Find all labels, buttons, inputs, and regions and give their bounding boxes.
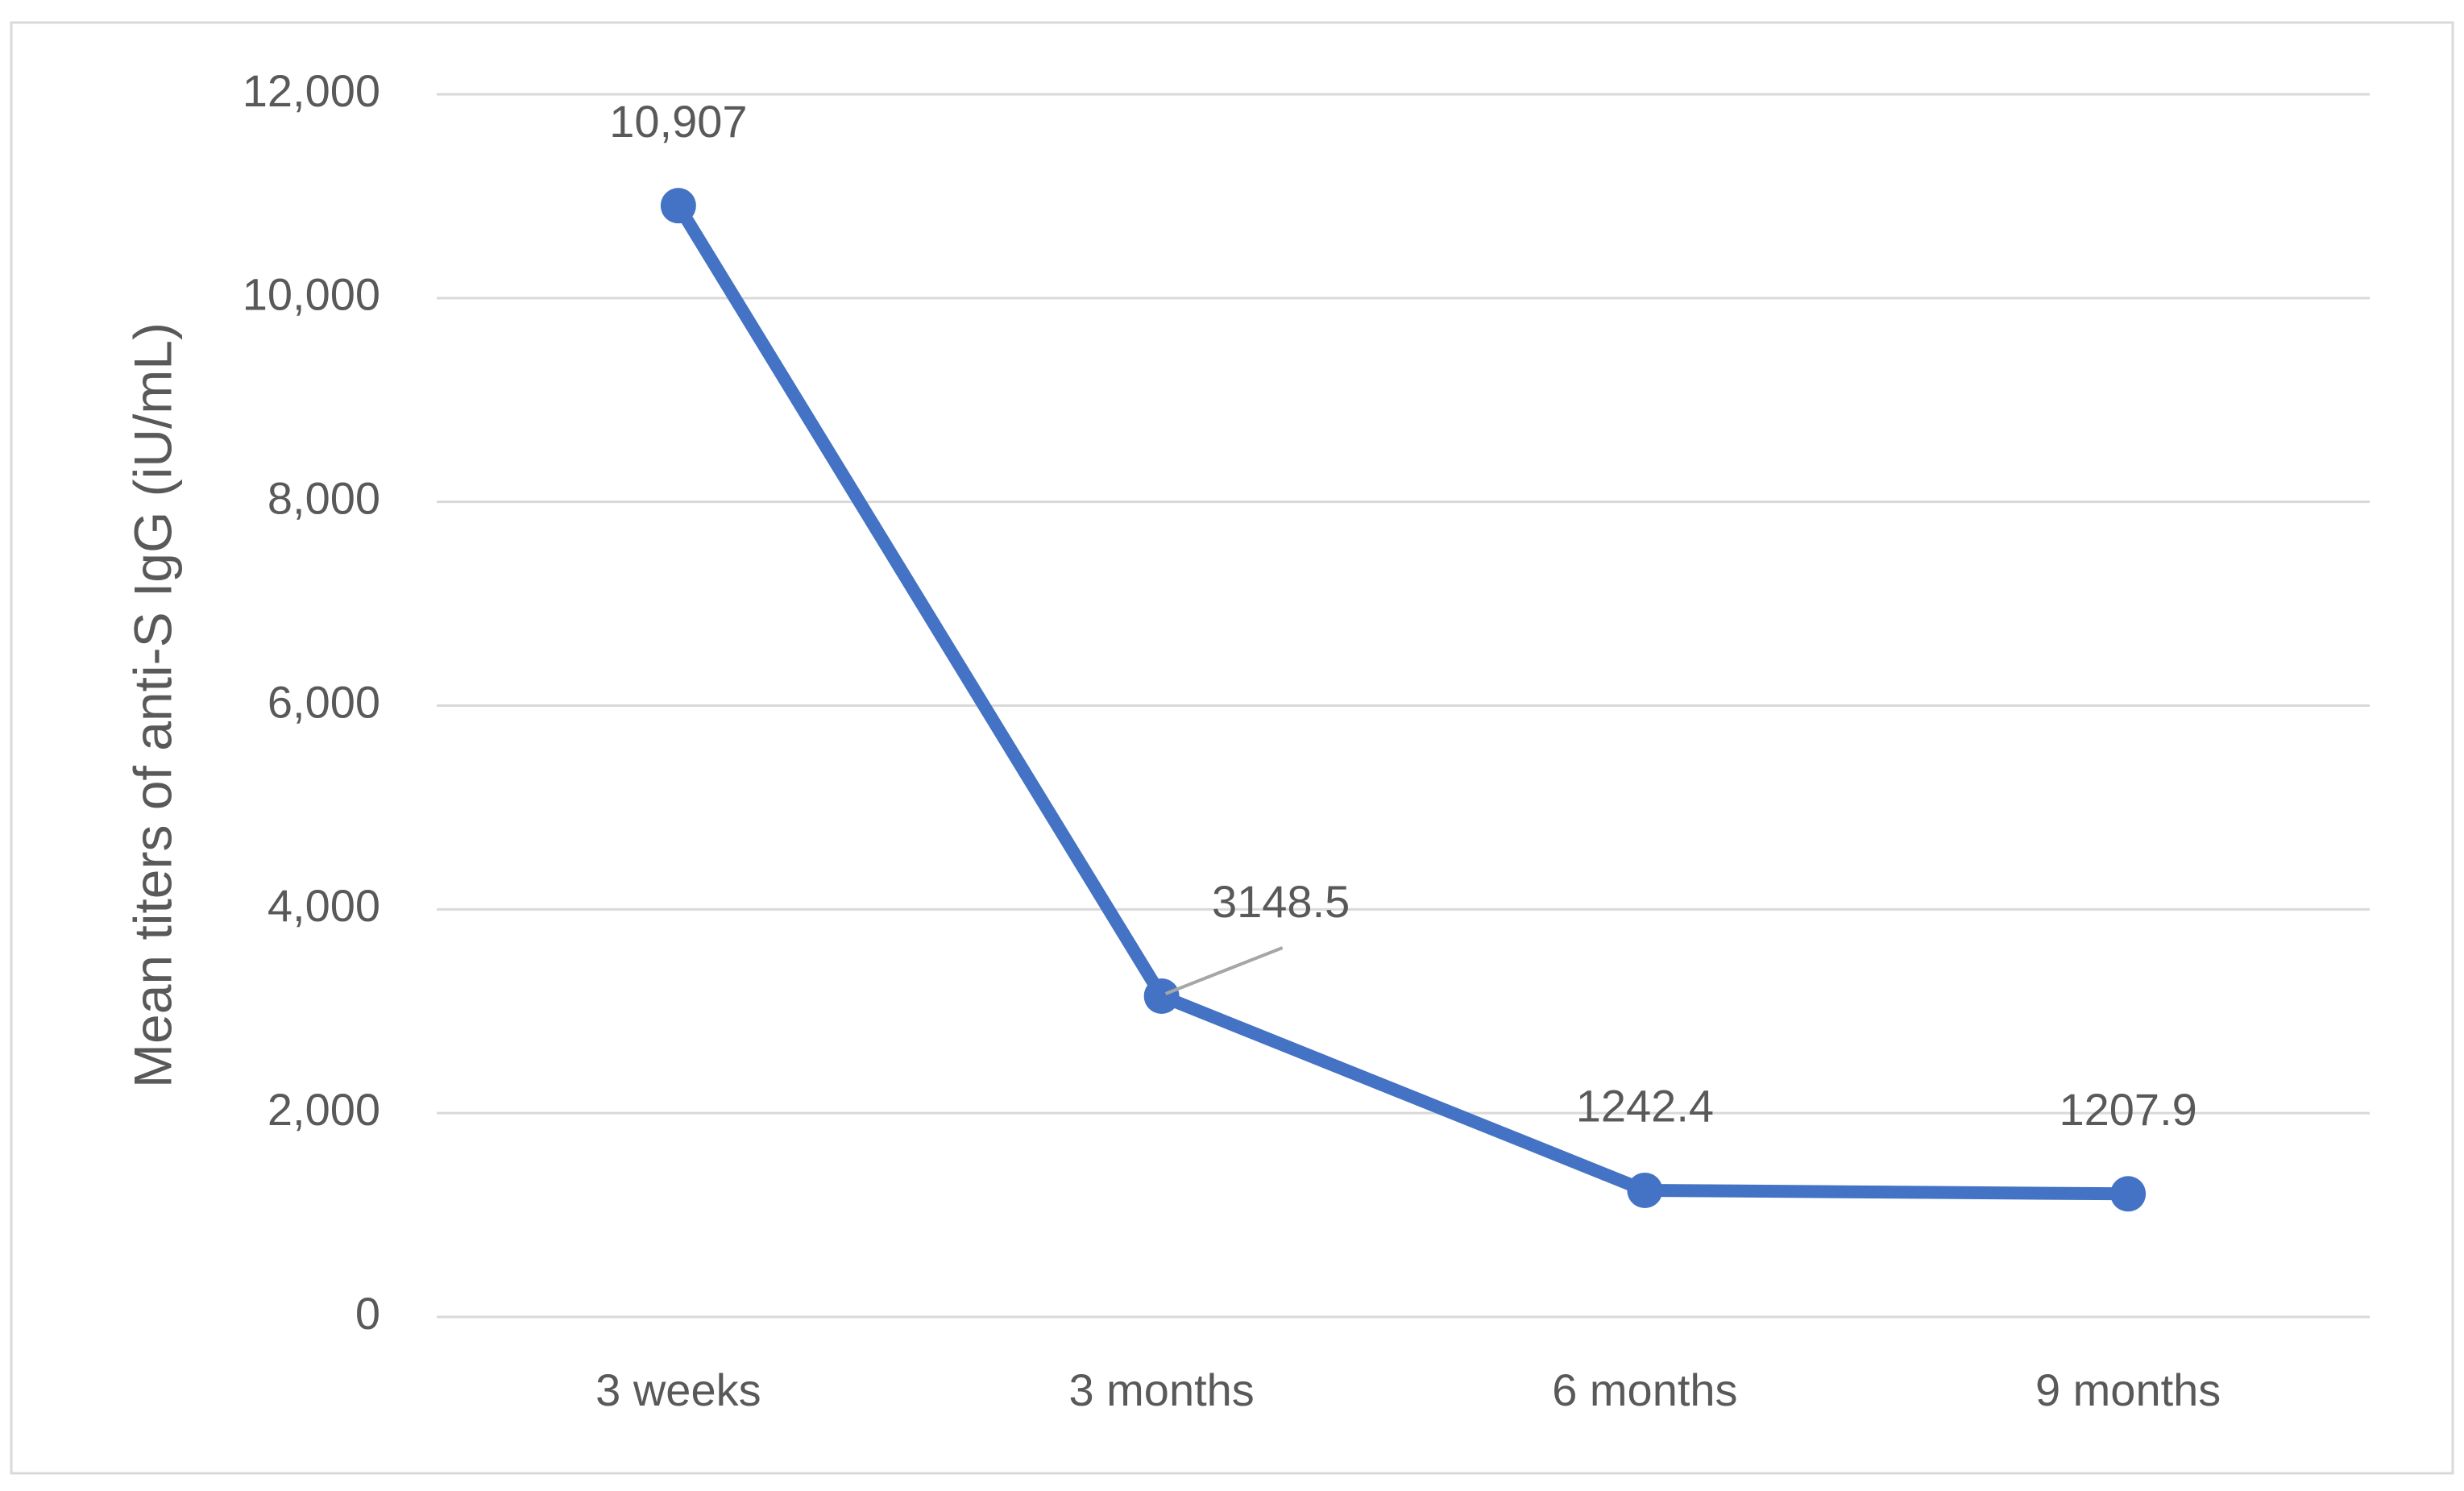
data-label: 3148.5	[1212, 876, 1350, 927]
x-tick-label: 3 months	[1068, 1364, 1254, 1415]
marker	[2110, 1176, 2147, 1212]
y-tick-label: 10,000	[243, 269, 380, 320]
y-tick-label: 8,000	[268, 472, 380, 523]
y-tick-label: 0	[355, 1288, 380, 1339]
x-tick-label: 6 months	[1552, 1364, 1737, 1415]
marker	[1627, 1172, 1663, 1208]
y-tick-label: 6,000	[268, 676, 380, 727]
x-tick-label: 9 months	[2035, 1364, 2221, 1415]
y-tick-label: 12,000	[243, 65, 380, 116]
data-label: 1207.9	[2059, 1084, 2196, 1135]
x-tick-label: 3 weeks	[595, 1364, 761, 1415]
data-label: 1242.4	[1576, 1081, 1714, 1132]
data-label: 10,907	[609, 96, 747, 147]
y-tick-label: 2,000	[268, 1084, 380, 1135]
y-tick-label: 4,000	[268, 880, 380, 931]
leader-line	[1164, 946, 1284, 995]
marker	[660, 188, 696, 224]
y-axis-title: Mean titers of anti-S IgG (iU/mL)	[122, 322, 182, 1088]
line	[673, 201, 2129, 1201]
chart-frame	[10, 21, 2454, 1475]
marker	[1143, 978, 1180, 1014]
